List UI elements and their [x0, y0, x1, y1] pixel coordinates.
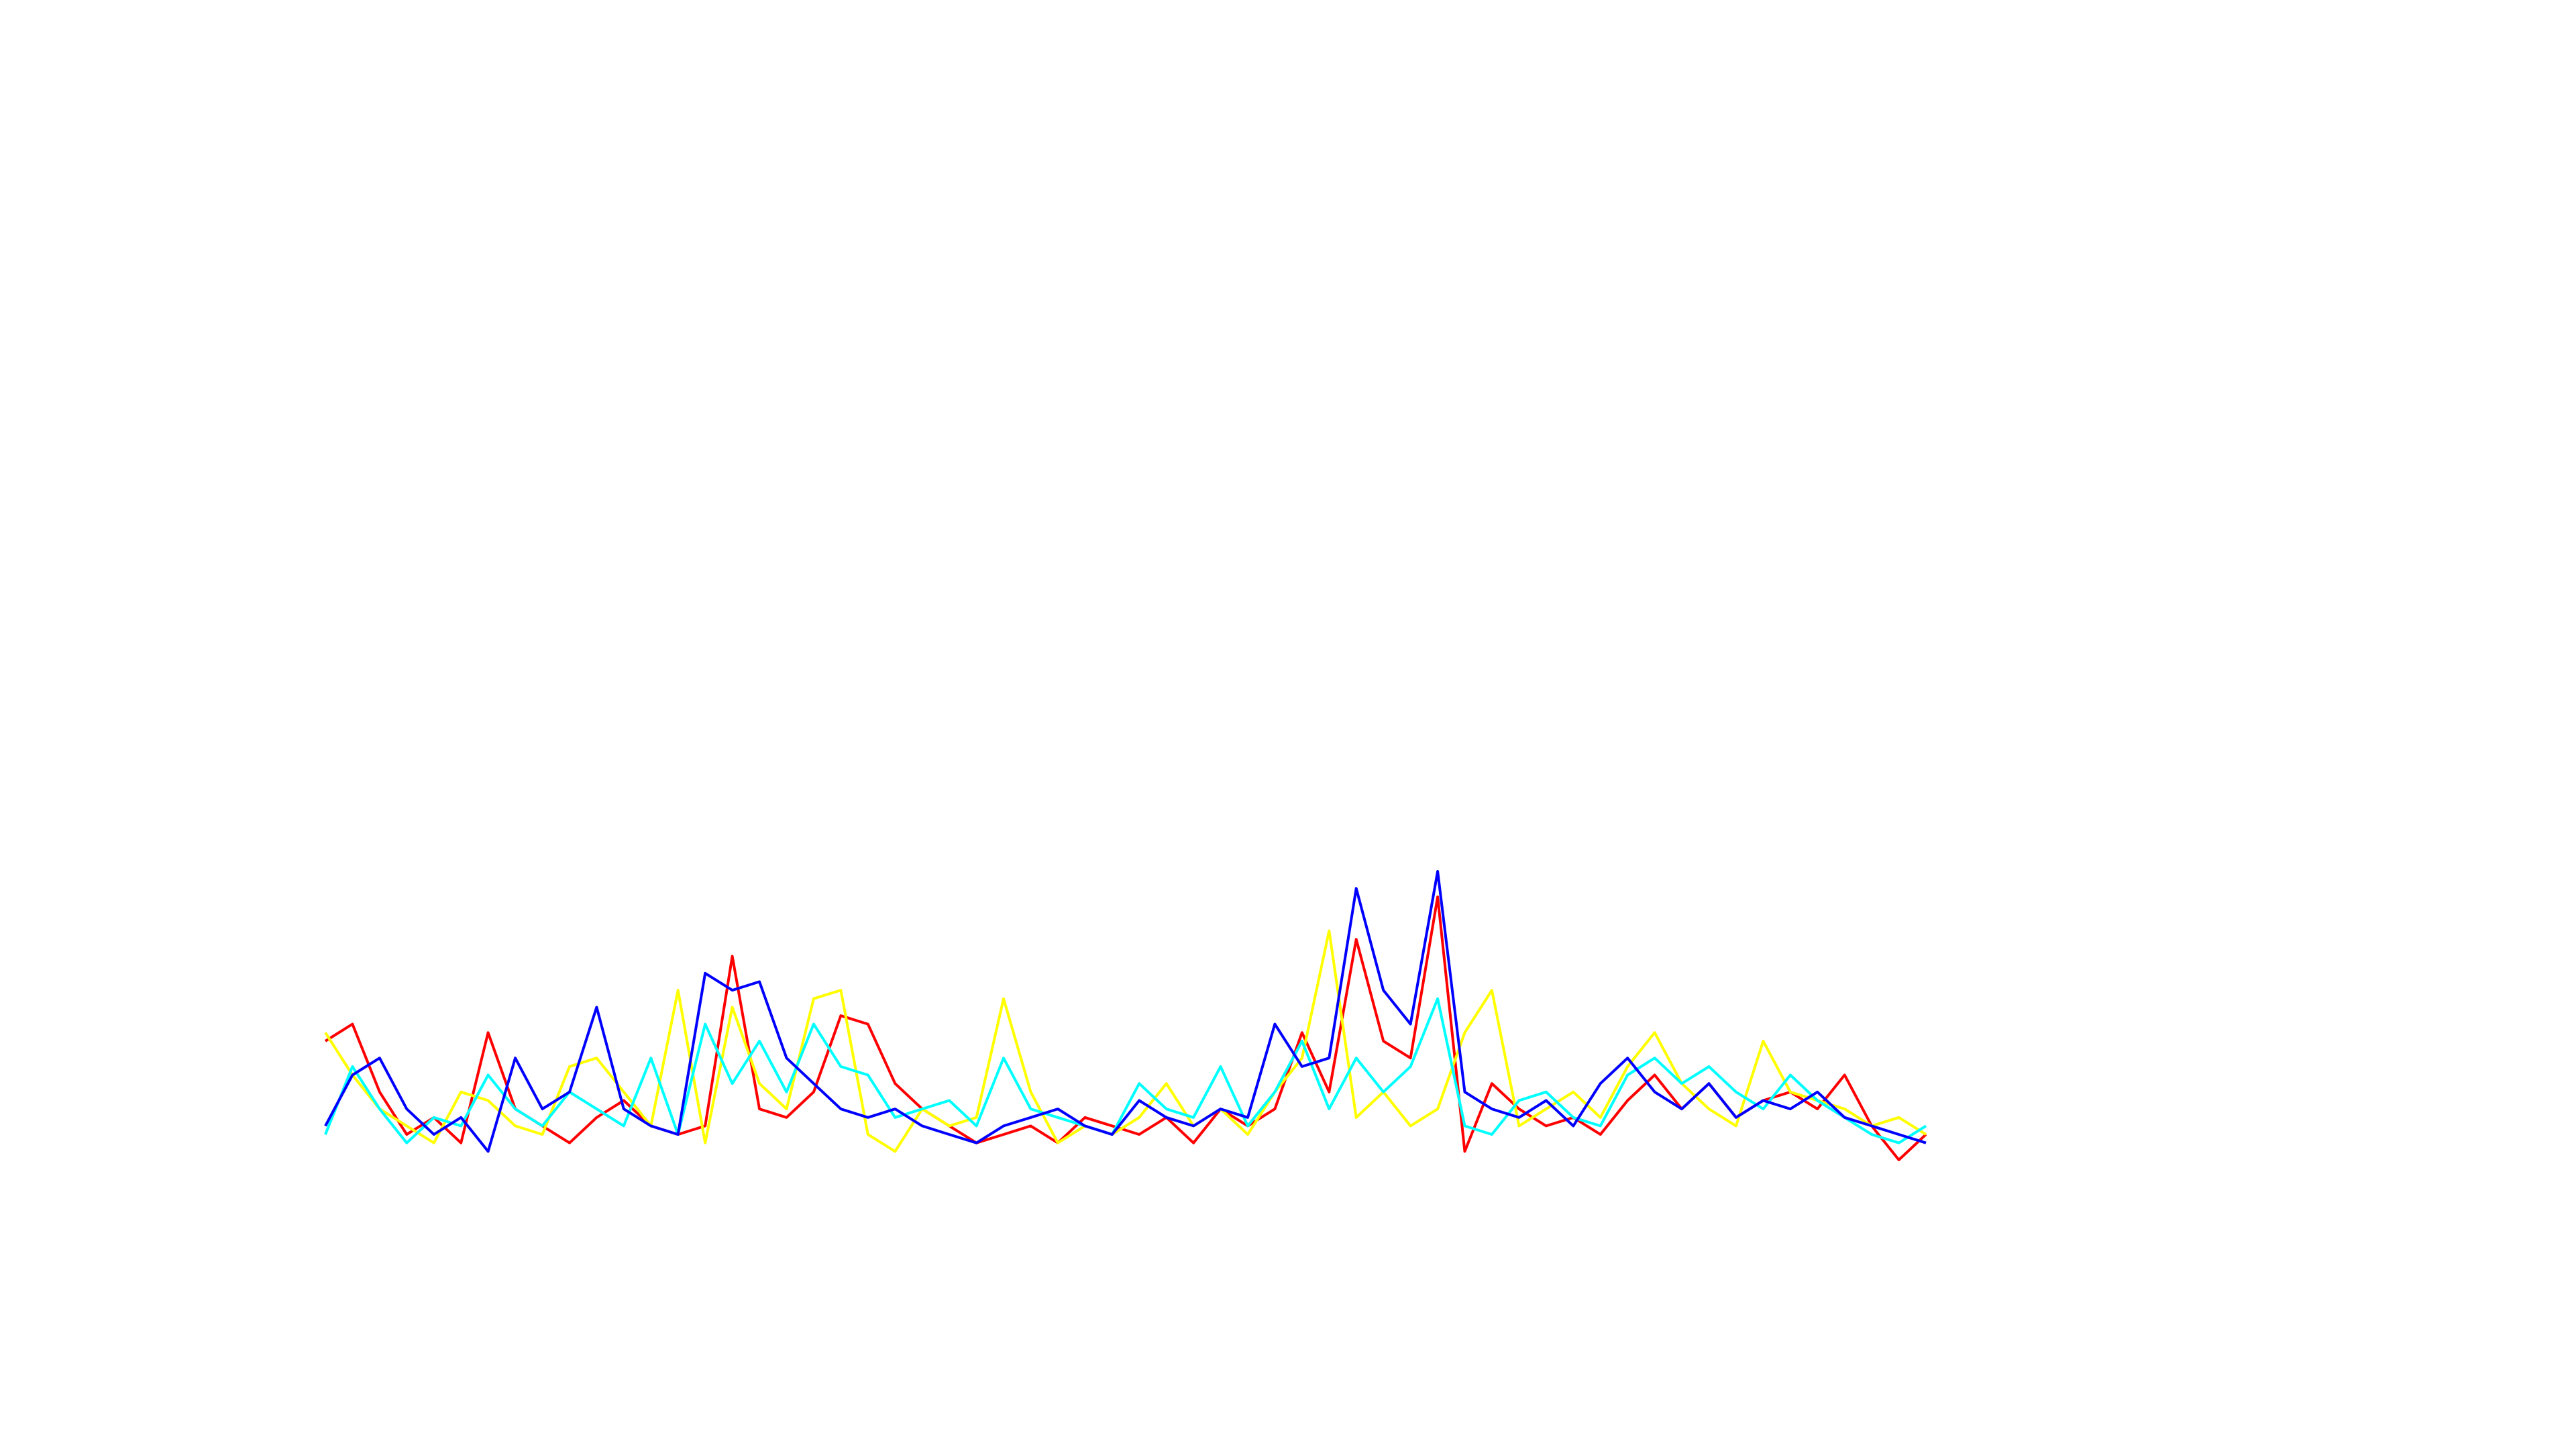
data-line — [324, 997, 1927, 1144]
data-line — [324, 929, 1927, 1153]
data-line — [324, 895, 1927, 1161]
data-line — [324, 870, 1927, 1153]
